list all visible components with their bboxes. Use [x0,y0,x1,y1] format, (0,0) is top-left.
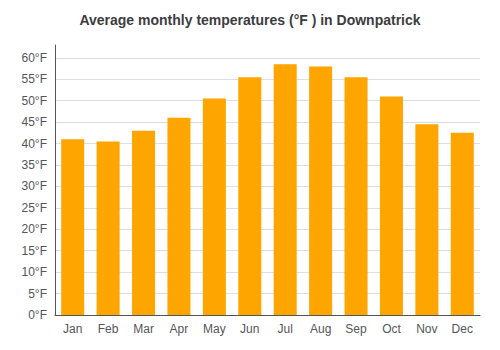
svg-text:May: May [203,322,226,336]
svg-text:Feb: Feb [98,322,119,336]
svg-text:Mar: Mar [133,322,154,336]
svg-text:20°F: 20°F [22,222,47,236]
svg-text:10°F: 10°F [22,265,47,279]
svg-text:Jul: Jul [278,322,293,336]
svg-text:Average monthly temperatures (: Average monthly temperatures (°F ) in Do… [79,12,420,28]
svg-text:Apr: Apr [170,322,189,336]
svg-text:Jan: Jan [63,322,82,336]
svg-text:40°F: 40°F [22,137,47,151]
svg-text:Aug: Aug [310,322,331,336]
svg-text:55°F: 55°F [22,72,47,86]
svg-text:5°F: 5°F [28,287,47,301]
svg-text:Nov: Nov [416,322,437,336]
svg-text:Oct: Oct [382,322,401,336]
svg-text:45°F: 45°F [22,115,47,129]
svg-text:0°F: 0°F [28,308,47,322]
svg-text:30°F: 30°F [22,179,47,193]
svg-text:25°F: 25°F [22,201,47,215]
svg-text:Jun: Jun [240,322,259,336]
svg-text:Dec: Dec [452,322,473,336]
svg-text:35°F: 35°F [22,158,47,172]
svg-text:60°F: 60°F [22,51,47,65]
svg-text:15°F: 15°F [22,244,47,258]
svg-text:50°F: 50°F [22,94,47,108]
svg-text:Sep: Sep [345,322,367,336]
